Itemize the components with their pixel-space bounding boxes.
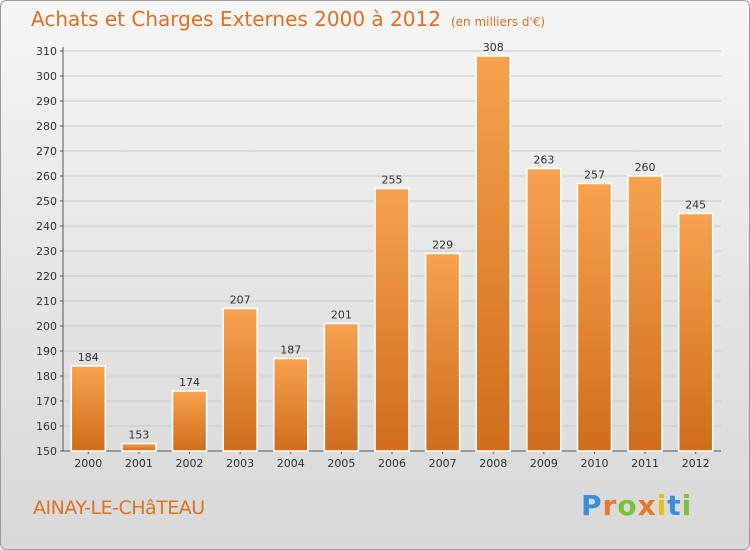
data-label: 260 [635,161,656,174]
brand-letter: o [617,489,638,522]
brand-letter: t [667,489,682,522]
y-tick-label: 290 [36,95,57,108]
data-label: 263 [533,154,554,167]
chart-title: Achats et Charges Externes 2000 à 2012 [31,7,441,31]
data-label: 153 [128,429,149,442]
x-tick-label: 2011 [631,457,659,470]
y-tick-label: 220 [36,270,57,283]
x-tick-label: 2006 [378,457,406,470]
label-layer: 184 2000 153 2001 174 2002 207 2003 187 2004 201 20… [74,41,709,470]
x-tick-label: 2001 [125,457,153,470]
y-tick-label: 160 [36,420,57,433]
bar-2002 [171,390,208,452]
x-tick-label: 2003 [226,457,254,470]
bar-2006 [374,187,410,452]
x-tick-label: 2000 [74,457,102,470]
y-tick-label: 150 [36,445,57,458]
x-tick-label: 2002 [176,457,204,470]
place-name: AINAY-LE-CHâTEAU [33,497,205,519]
x-tick-label: 2009 [530,457,558,470]
brand-letter: P [581,489,603,522]
y-tick-label: 270 [36,145,57,158]
x-tick-label: 2005 [327,457,355,470]
data-label: 187 [280,344,301,357]
bar-2001 [121,442,157,452]
bar-2003 [222,307,258,452]
bar-2010 [576,182,613,452]
data-label: 174 [179,376,200,389]
y-tick-label: 280 [36,120,57,133]
data-label: 257 [584,169,605,182]
y-tick-label: 260 [36,170,57,183]
chart-subtitle: (en milliers d'€) [450,15,546,29]
x-tick-label: 2008 [479,457,507,470]
x-tick-label: 2007 [429,457,457,470]
y-tick-label: 180 [36,370,57,383]
bar-2012 [677,212,714,452]
bar-2011 [627,175,663,452]
title-row: Achats et Charges Externes 2000 à 2012 (e… [31,7,545,31]
bar-2009 [526,167,562,452]
bar-layer [70,55,714,452]
data-label: 245 [685,199,706,212]
brand-letter: r [602,489,618,522]
y-tick-label: 200 [36,320,57,333]
x-tick-label: 2010 [580,457,608,470]
y-tick-label: 310 [36,45,57,58]
data-label: 184 [78,351,99,364]
y-tick-label: 210 [36,295,57,308]
data-label: 308 [483,41,504,54]
brand-letter: i [681,489,693,522]
data-label: 207 [230,294,251,307]
y-tick-label: 170 [36,395,57,408]
y-tick-label: 300 [36,70,57,83]
x-tick-label: 2012 [682,457,710,470]
y-tick-label: 230 [36,245,57,258]
y-tick-label: 250 [36,195,57,208]
bar-2008 [475,55,511,452]
bar-2005 [323,322,360,452]
brand-letter: x [637,489,657,522]
data-label: 201 [331,309,352,322]
bar-2004 [273,357,309,452]
y-tick-label: 240 [36,220,57,233]
data-label: 229 [432,239,453,252]
data-label: 255 [382,174,403,187]
bar-2000 [70,365,107,452]
bar-2007 [424,252,461,452]
brand-letter: i [656,489,668,522]
brand-logo: Proxiti [581,489,692,522]
y-tick-label: 190 [36,345,57,358]
x-tick-label: 2004 [277,457,305,470]
